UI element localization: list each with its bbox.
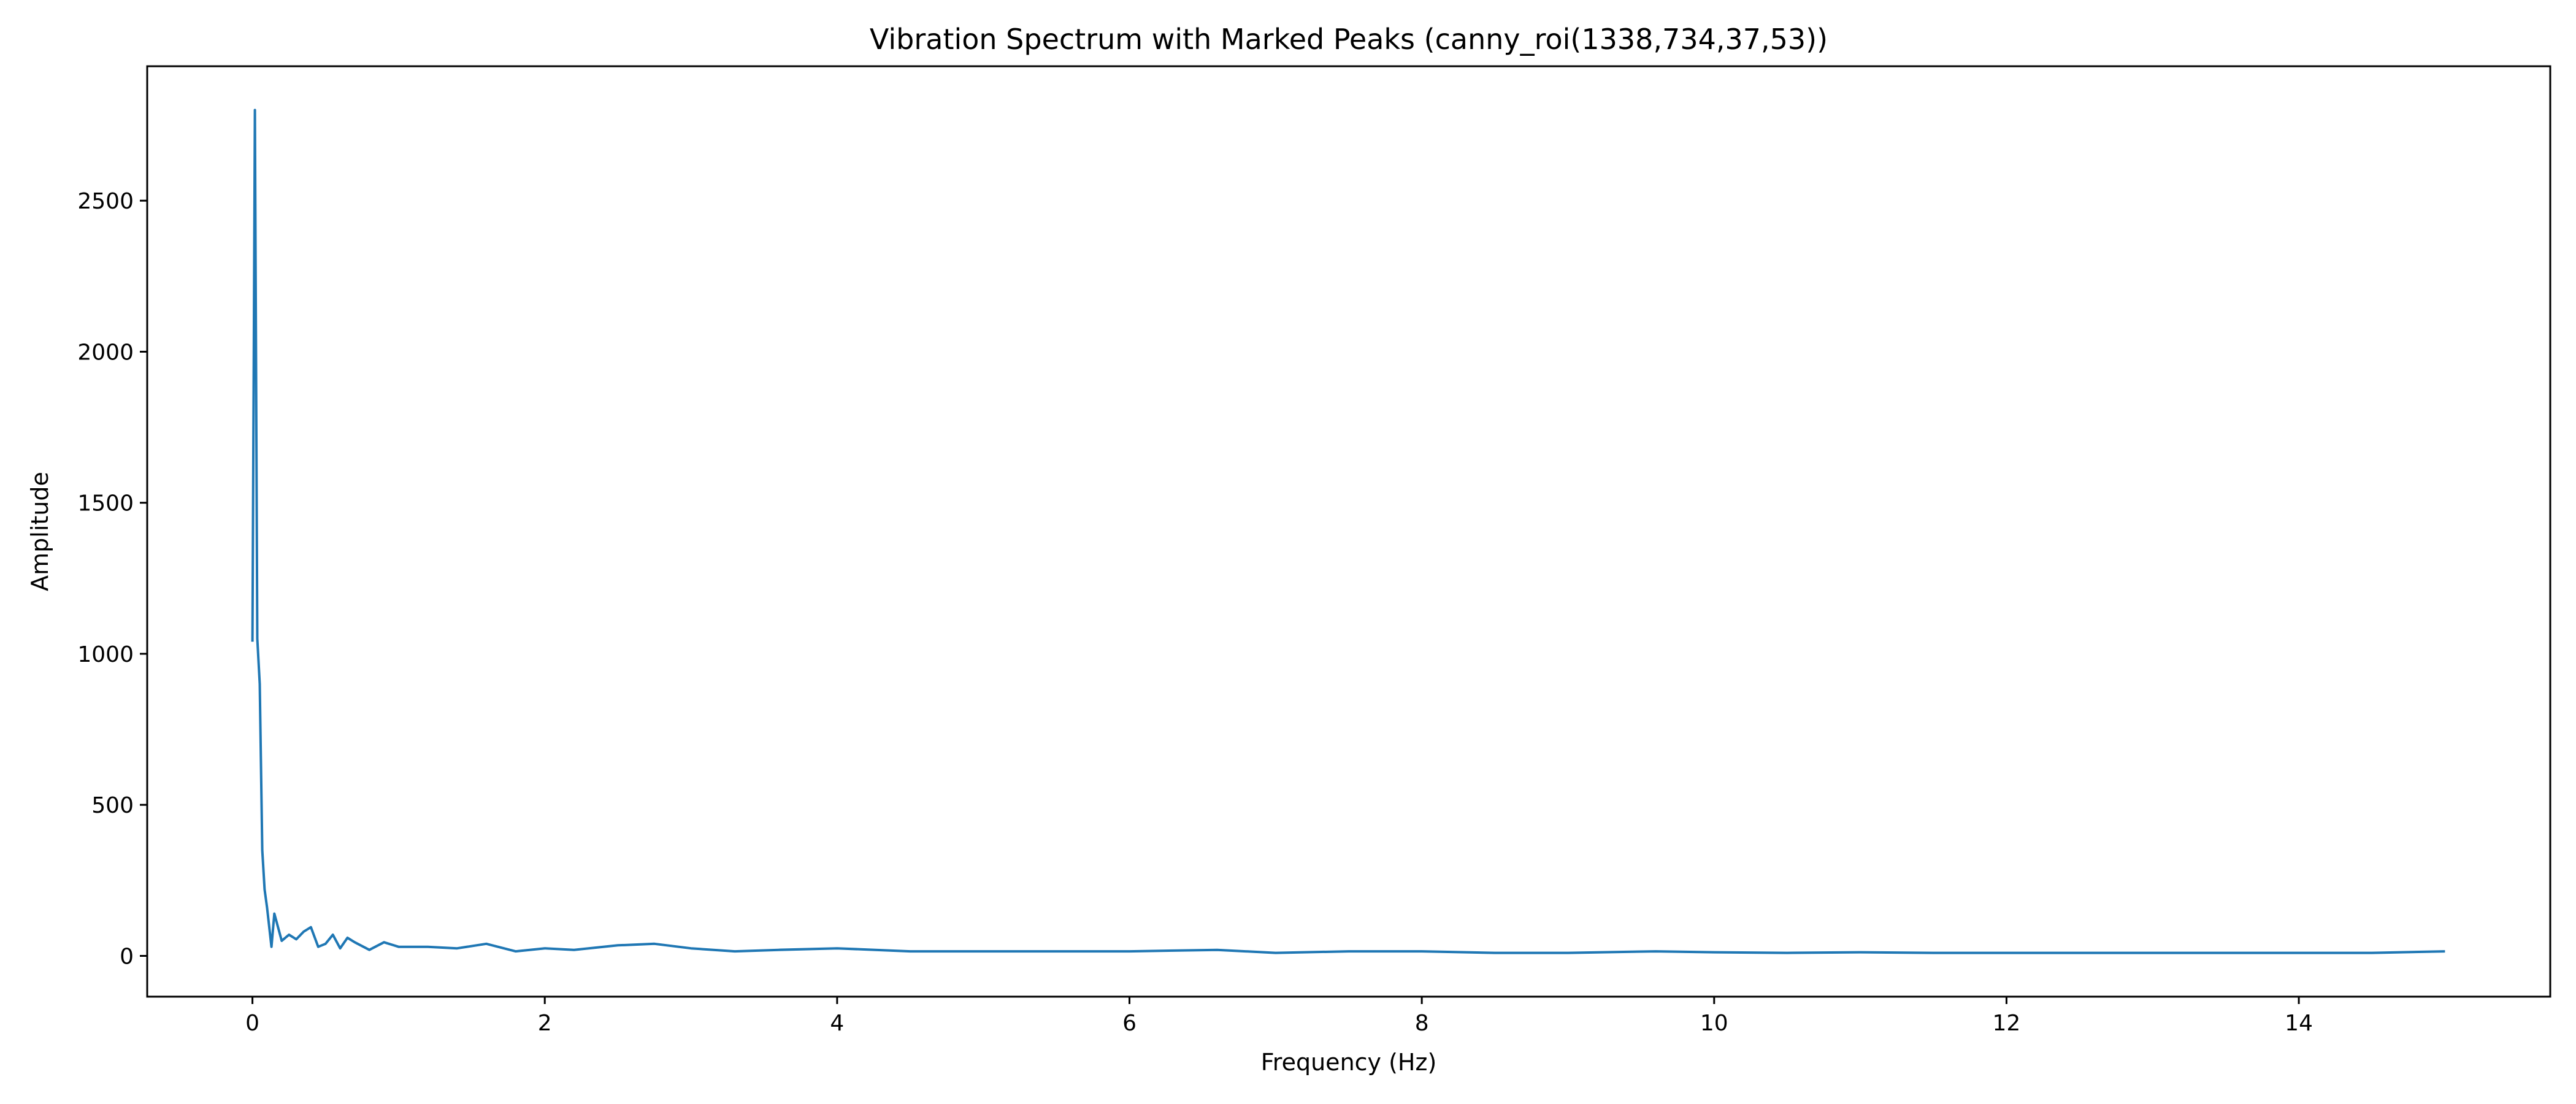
y-tick-label: 2500 [77, 189, 134, 214]
x-tick-label: 2 [538, 1011, 552, 1036]
x-tick-label: 12 [1993, 1011, 2021, 1036]
x-tick-label: 6 [1122, 1011, 1137, 1036]
x-tick-label: 0 [245, 1011, 259, 1036]
x-axis-title: Frequency (Hz) [1261, 1049, 1437, 1076]
plot-area-frame [146, 65, 2551, 998]
series-line [251, 109, 2445, 954]
y-tick-label: 1000 [77, 642, 134, 667]
y-axis: 0 500 1000 1500 2000 2500 [77, 189, 147, 970]
x-tick-label: 14 [2285, 1011, 2313, 1036]
x-tick-label: 10 [1700, 1011, 1728, 1036]
x-tick-label: 8 [1415, 1011, 1429, 1036]
y-tick-label: 0 [120, 945, 134, 970]
y-tick-label: 1500 [77, 491, 134, 516]
y-tick-label: 2000 [77, 340, 134, 365]
x-axis: 0 2 4 6 8 10 12 14 [245, 997, 2313, 1036]
y-axis-title: Amplitude [26, 472, 53, 591]
chart-title: Vibration Spectrum with Marked Peaks (ca… [870, 23, 1828, 56]
y-tick-label: 500 [91, 793, 134, 818]
x-tick-label: 4 [830, 1011, 844, 1036]
